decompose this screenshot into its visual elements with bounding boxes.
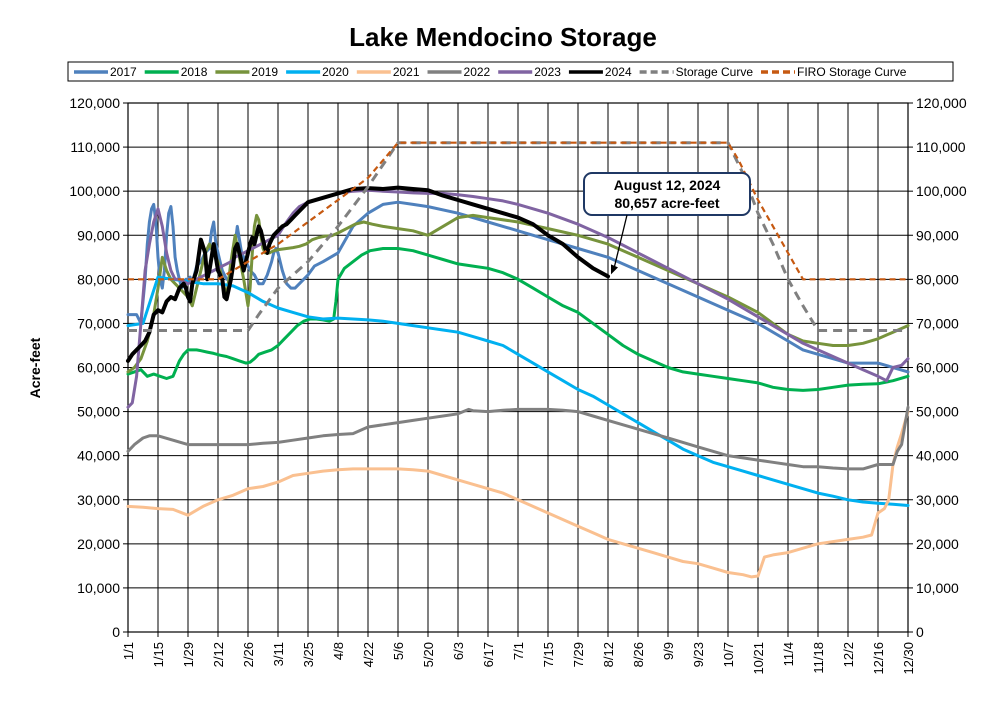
- x-tick-label: 9/9: [661, 642, 676, 660]
- x-tick-label: 8/26: [631, 642, 646, 667]
- y-tick-label-right: 90,000: [916, 227, 959, 243]
- y-tick-label-right: 60,000: [916, 360, 959, 376]
- x-tick-label: 4/22: [361, 642, 376, 667]
- x-tick-label: 8/12: [601, 642, 616, 667]
- chart-legend: 2017 2018 2019 2020 2021 2022 2023 2024 Storage …: [67, 61, 954, 82]
- x-tick-label: 1/29: [181, 642, 196, 667]
- y-tick-label-right: 80,000: [916, 271, 959, 287]
- x-tick-label: 3/25: [301, 642, 316, 667]
- x-tick-label: 7/29: [571, 642, 586, 667]
- legend-label-storage-curve: Storage Curve: [676, 65, 754, 79]
- series-line-2018: [126, 247, 910, 392]
- x-tick-label: 7/1: [511, 642, 526, 660]
- y-tick-label-right: 110,000: [916, 139, 966, 155]
- y-tick-label-right: 0: [916, 624, 924, 640]
- series-line-2022: [126, 405, 910, 471]
- y-tick-label-left: 10,000: [77, 580, 120, 596]
- y-tick-label-left: 110,000: [70, 139, 120, 155]
- y-tick-label-right: 100,000: [916, 183, 967, 199]
- chart-title: Lake Mendocino Storage: [349, 22, 657, 52]
- legend-label-firo-storage-curve: FIRO Storage Curve: [797, 65, 907, 79]
- x-tick-label: 11/4: [781, 642, 796, 666]
- x-tick-label: 7/15: [541, 642, 556, 667]
- x-tick-label: 6/3: [451, 642, 466, 660]
- y-tick-label-left: 30,000: [77, 492, 120, 508]
- x-tick-label: 10/21: [751, 642, 766, 675]
- legend-label-2021: 2021: [393, 65, 420, 79]
- y-tick-label-right: 120,000: [916, 95, 967, 111]
- y-tick-label-left: 80,000: [77, 271, 120, 287]
- y-tick-label-left: 40,000: [77, 448, 120, 464]
- x-tick-label: 12/30: [901, 642, 916, 675]
- y-tick-label-right: 10,000: [916, 580, 959, 596]
- y-tick-label-left: 100,000: [69, 183, 120, 199]
- x-tick-label: 12/2: [841, 642, 856, 667]
- x-tick-label: 11/18: [811, 642, 826, 674]
- x-tick-label: 1/1: [121, 642, 136, 660]
- annotation-pointer: [613, 214, 628, 269]
- annotation-arrowhead: [611, 264, 618, 275]
- x-tick-label: 4/8: [331, 642, 346, 660]
- series-line-2019: [126, 213, 910, 374]
- x-tick-label: 2/26: [241, 642, 256, 667]
- y-tick-label-left: 0: [112, 624, 120, 640]
- legend-label-2019: 2019: [251, 65, 278, 79]
- legend-label-2022: 2022: [464, 65, 491, 79]
- y-axis-label: Acre-feet: [27, 337, 43, 398]
- y-tick-label-left: 70,000: [77, 315, 120, 331]
- x-tick-label: 2/12: [211, 642, 226, 667]
- y-tick-label-left: 20,000: [77, 536, 120, 552]
- y-tick-label-left: 50,000: [77, 404, 120, 420]
- y-tick-label-left: 90,000: [77, 227, 120, 243]
- x-tick-label: 3/11: [271, 642, 286, 666]
- x-tick-label: 1/15: [151, 642, 166, 667]
- plot-area: 0 0 10,000 10,000 20,000 20,000 30,000 30,000 40…: [69, 95, 966, 675]
- x-tick-label: 5/20: [421, 642, 436, 667]
- y-tick-label-right: 50,000: [916, 404, 959, 420]
- y-tick-label-right: 40,000: [916, 448, 959, 464]
- x-tick-label: 9/23: [691, 642, 706, 667]
- legend-label-2018: 2018: [181, 65, 208, 79]
- y-tick-label-left: 60,000: [77, 360, 120, 376]
- x-tick-label: 10/7: [721, 642, 736, 667]
- y-tick-label-right: 70,000: [916, 315, 959, 331]
- legend-label-2020: 2020: [322, 65, 349, 79]
- legend-label-2017: 2017: [110, 65, 137, 79]
- y-tick-label-left: 120,000: [69, 95, 120, 111]
- annotation-value: 80,657 acre-feet: [614, 195, 719, 211]
- series-line-2021: [126, 410, 910, 579]
- legend-label-2024: 2024: [605, 65, 632, 79]
- plot-frame: [127, 102, 909, 633]
- y-tick-label-right: 20,000: [916, 536, 959, 552]
- x-tick-label: 5/6: [391, 642, 406, 660]
- legend-label-2023: 2023: [534, 65, 561, 79]
- x-tick-label: 6/17: [481, 642, 496, 667]
- x-tick-label: 12/16: [871, 642, 886, 675]
- series-line-2020: [126, 275, 910, 507]
- annotation-box: [583, 172, 751, 216]
- series-line-storage-curve: [128, 141, 908, 332]
- annotation-date: August 12, 2024: [614, 177, 721, 193]
- y-tick-label-right: 30,000: [916, 492, 959, 508]
- series-line-2024: [126, 185, 610, 363]
